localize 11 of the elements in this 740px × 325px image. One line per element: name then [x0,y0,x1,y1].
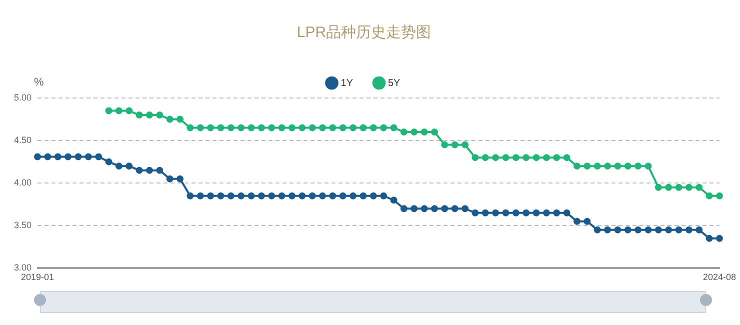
x-tick-label: 2019-01 [21,272,54,282]
legend-label: 1Y [340,78,354,89]
chart-title: LPR品种历史走势图 [296,24,432,42]
x-tick-label: 2024-08 [702,272,736,282]
y-tick-label: 4.50 [14,135,32,146]
y-tick-label: 3.00 [14,262,32,273]
y-tick-label: 3.50 [14,220,32,230]
y-tick-label: 4.00 [14,178,32,188]
y-tick-label: 5.00 [14,92,32,102]
y-axis-title: % [34,76,44,89]
legend-label: 5Y [388,78,401,89]
